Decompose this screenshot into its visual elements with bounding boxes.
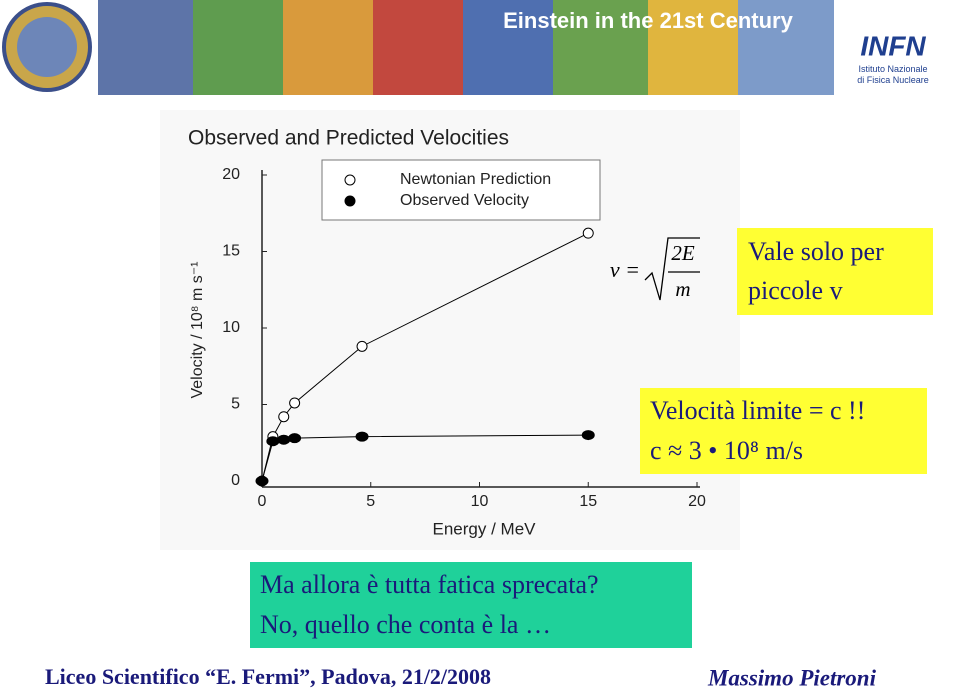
legend-marker bbox=[344, 174, 356, 186]
sqrt-sign bbox=[644, 237, 700, 301]
legend-label: Newtonian Prediction bbox=[400, 171, 551, 188]
tile bbox=[648, 0, 738, 95]
y-tick-label: 15 bbox=[222, 243, 240, 260]
logo-text: INFN bbox=[860, 30, 926, 61]
plot: 0 5 10 15 20 0 5 10 15 20 bbox=[222, 166, 706, 510]
tile bbox=[283, 0, 373, 95]
chart-title: Observed and Predicted Velocities bbox=[188, 127, 509, 150]
data-point bbox=[277, 434, 291, 445]
tile bbox=[553, 0, 648, 95]
tile bbox=[193, 0, 283, 95]
note-text: No, quello che conta è la … bbox=[260, 610, 551, 639]
x-tick-label: 0 bbox=[258, 493, 267, 510]
data-point bbox=[355, 431, 369, 442]
footer-right: Massimo Pietroni bbox=[707, 665, 877, 690]
note-text: Vale solo per bbox=[748, 237, 884, 266]
data-point bbox=[356, 340, 368, 352]
note-text: c ≈ 3 • 10⁸ m/s bbox=[650, 436, 803, 465]
formula-denominator: m bbox=[675, 277, 690, 301]
data-point bbox=[582, 227, 594, 239]
tile bbox=[98, 0, 193, 95]
note-box bbox=[640, 388, 927, 474]
formula-numerator: 2E bbox=[671, 241, 695, 265]
legend-label: Observed Velocity bbox=[400, 192, 529, 209]
data-point bbox=[278, 411, 290, 423]
x-tick-label: 15 bbox=[579, 493, 597, 510]
note-text: Velocità limite = c !! bbox=[650, 396, 865, 425]
x-tick-label: 5 bbox=[366, 493, 375, 510]
footer-left: Liceo Scientifico “E. Fermi”, Padova, 21… bbox=[45, 664, 491, 689]
y-axis-label: Velocity / 10⁸ m s⁻¹ bbox=[189, 261, 206, 398]
data-point bbox=[289, 397, 301, 409]
note-text: Ma allora è tutta fatica sprecata? bbox=[260, 570, 599, 599]
y-tick-label: 10 bbox=[222, 319, 240, 336]
tile bbox=[738, 0, 834, 95]
formula: v = 2E m bbox=[610, 237, 700, 301]
x-tick-label: 20 bbox=[688, 493, 706, 510]
note-box bbox=[737, 228, 933, 315]
legend-marker bbox=[344, 195, 356, 207]
note-box bbox=[250, 562, 692, 648]
tile bbox=[373, 0, 463, 95]
seal-center bbox=[17, 17, 77, 77]
banner: Einstein in the 21st Century INFN Istitu… bbox=[0, 0, 929, 95]
x-tick-label: 10 bbox=[471, 493, 489, 510]
banner-title: Einstein in the 21st Century bbox=[503, 8, 793, 33]
note-text: piccole v bbox=[748, 276, 843, 305]
legend bbox=[321, 159, 601, 221]
data-point bbox=[266, 436, 280, 447]
x-axis-label: Energy / MeV bbox=[433, 519, 537, 538]
y-tick-label: 5 bbox=[231, 396, 240, 413]
data-point bbox=[581, 430, 595, 441]
logo-subtext: di Fisica Nucleare bbox=[857, 75, 929, 85]
tile bbox=[463, 0, 553, 95]
data-point bbox=[288, 433, 302, 444]
formula-lhs: v = bbox=[610, 257, 640, 282]
logo-subtext: Istituto Nazionale bbox=[858, 64, 927, 74]
data-point bbox=[255, 476, 269, 486]
y-tick-label: 20 bbox=[222, 166, 240, 183]
y-tick-label: 0 bbox=[231, 472, 240, 489]
